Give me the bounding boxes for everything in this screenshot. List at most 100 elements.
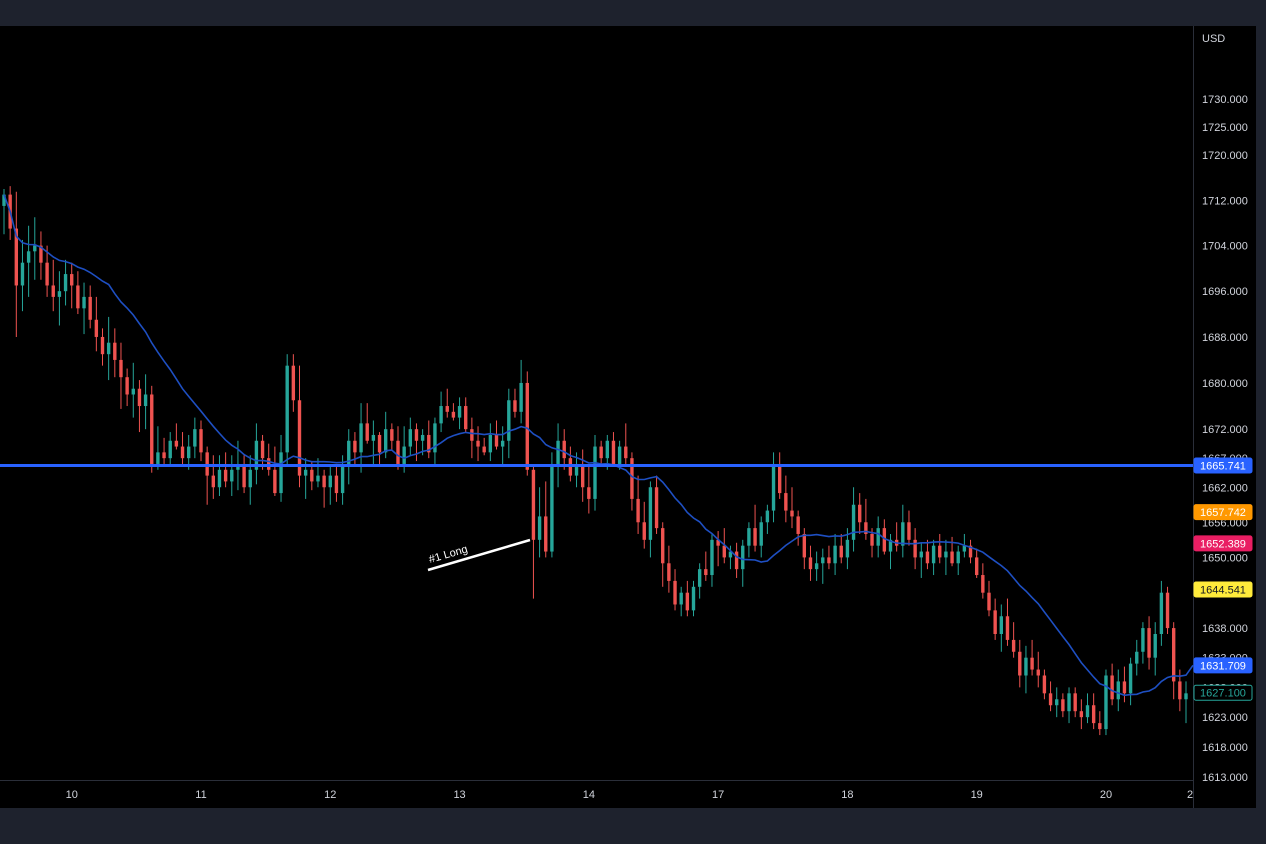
candle bbox=[537, 487, 542, 558]
candle-body bbox=[39, 245, 43, 263]
candle bbox=[864, 498, 868, 540]
candle bbox=[1055, 687, 1059, 718]
candle bbox=[168, 432, 172, 467]
candle bbox=[704, 551, 708, 581]
candle bbox=[1011, 622, 1016, 658]
candle bbox=[944, 539, 948, 576]
candle-body bbox=[981, 575, 985, 593]
price-tick-label: 1650.000 bbox=[1202, 552, 1248, 564]
candle-body bbox=[839, 545, 843, 558]
candle-body bbox=[193, 429, 197, 447]
candle bbox=[285, 354, 289, 464]
candle-body bbox=[408, 429, 413, 447]
candle-body bbox=[273, 469, 277, 494]
candle-body bbox=[907, 522, 911, 540]
candle bbox=[322, 469, 326, 508]
candle-body bbox=[26, 251, 31, 263]
candle-body bbox=[242, 463, 246, 488]
candle bbox=[593, 434, 597, 511]
time-tick-label: 17 bbox=[712, 789, 724, 801]
candle bbox=[439, 391, 443, 433]
candle-body bbox=[1135, 651, 1139, 664]
candle bbox=[1171, 622, 1176, 700]
candle-body bbox=[697, 569, 702, 587]
candle-body bbox=[679, 592, 683, 605]
candle bbox=[587, 463, 591, 514]
candle-body bbox=[451, 411, 456, 418]
candle bbox=[150, 385, 154, 473]
candle bbox=[279, 434, 283, 502]
candle bbox=[94, 296, 99, 352]
candle-body bbox=[45, 262, 49, 286]
candle-body bbox=[544, 516, 548, 552]
candle-body bbox=[377, 434, 382, 453]
candle-body bbox=[57, 291, 62, 297]
candle-body bbox=[20, 262, 25, 286]
candle bbox=[1018, 639, 1022, 688]
candle bbox=[1091, 693, 1096, 730]
candle bbox=[956, 545, 960, 576]
candle-body bbox=[728, 551, 733, 558]
candle bbox=[734, 542, 739, 578]
candle bbox=[765, 504, 770, 534]
price-tag-label: 1665.741 bbox=[1200, 460, 1246, 472]
candle-body bbox=[925, 551, 930, 564]
candle bbox=[1147, 616, 1151, 670]
candle-body bbox=[119, 359, 123, 378]
candle bbox=[907, 510, 911, 546]
candle-body bbox=[131, 388, 135, 395]
candle-body bbox=[1042, 675, 1047, 694]
candle-body bbox=[630, 458, 634, 499]
candle bbox=[45, 245, 49, 297]
candle-body bbox=[174, 440, 179, 447]
candle-body bbox=[1165, 592, 1170, 629]
price-tag-box bbox=[1193, 581, 1253, 598]
candle-body bbox=[1055, 699, 1059, 706]
candle-body bbox=[291, 365, 296, 401]
candle-body bbox=[950, 551, 954, 564]
candle-body bbox=[1036, 669, 1040, 676]
candle-body bbox=[51, 285, 55, 297]
candle bbox=[433, 417, 437, 464]
candle-body bbox=[439, 406, 443, 424]
annotation-trend-line[interactable] bbox=[427, 538, 531, 572]
candle-body bbox=[1085, 705, 1090, 718]
candle-body bbox=[137, 388, 142, 407]
candle bbox=[371, 420, 376, 467]
time-tick-label: 2 bbox=[1187, 789, 1193, 801]
candle bbox=[254, 423, 259, 485]
candle-body bbox=[507, 400, 511, 441]
candle bbox=[513, 388, 517, 418]
time-tick-label: 19 bbox=[971, 789, 983, 801]
candle-body bbox=[1018, 651, 1022, 676]
candle-body bbox=[864, 522, 868, 534]
candle bbox=[1104, 669, 1108, 736]
candle bbox=[667, 545, 671, 593]
candle-body bbox=[230, 469, 234, 482]
candle-body bbox=[402, 446, 406, 464]
candle bbox=[316, 458, 320, 488]
candle-body bbox=[2, 194, 6, 206]
candle-body bbox=[125, 377, 129, 395]
candle bbox=[334, 463, 339, 502]
candle bbox=[759, 516, 763, 558]
candle bbox=[445, 388, 449, 418]
candle-body bbox=[931, 545, 936, 564]
candle-body bbox=[888, 539, 893, 552]
candle-body bbox=[784, 493, 788, 511]
candle bbox=[642, 501, 646, 549]
candle-body bbox=[913, 539, 917, 558]
candle-body bbox=[1184, 693, 1188, 700]
candle-body bbox=[33, 245, 37, 252]
candle bbox=[839, 533, 843, 564]
candle bbox=[691, 580, 696, 617]
price-tick-label: 1688.000 bbox=[1202, 332, 1248, 344]
candle-body bbox=[747, 528, 751, 546]
candle bbox=[482, 437, 486, 456]
candle-body bbox=[851, 504, 856, 540]
candle bbox=[273, 446, 277, 496]
candle-body bbox=[359, 423, 363, 453]
price-tag: 1665.741 bbox=[1193, 457, 1253, 474]
candle-body bbox=[223, 469, 228, 482]
